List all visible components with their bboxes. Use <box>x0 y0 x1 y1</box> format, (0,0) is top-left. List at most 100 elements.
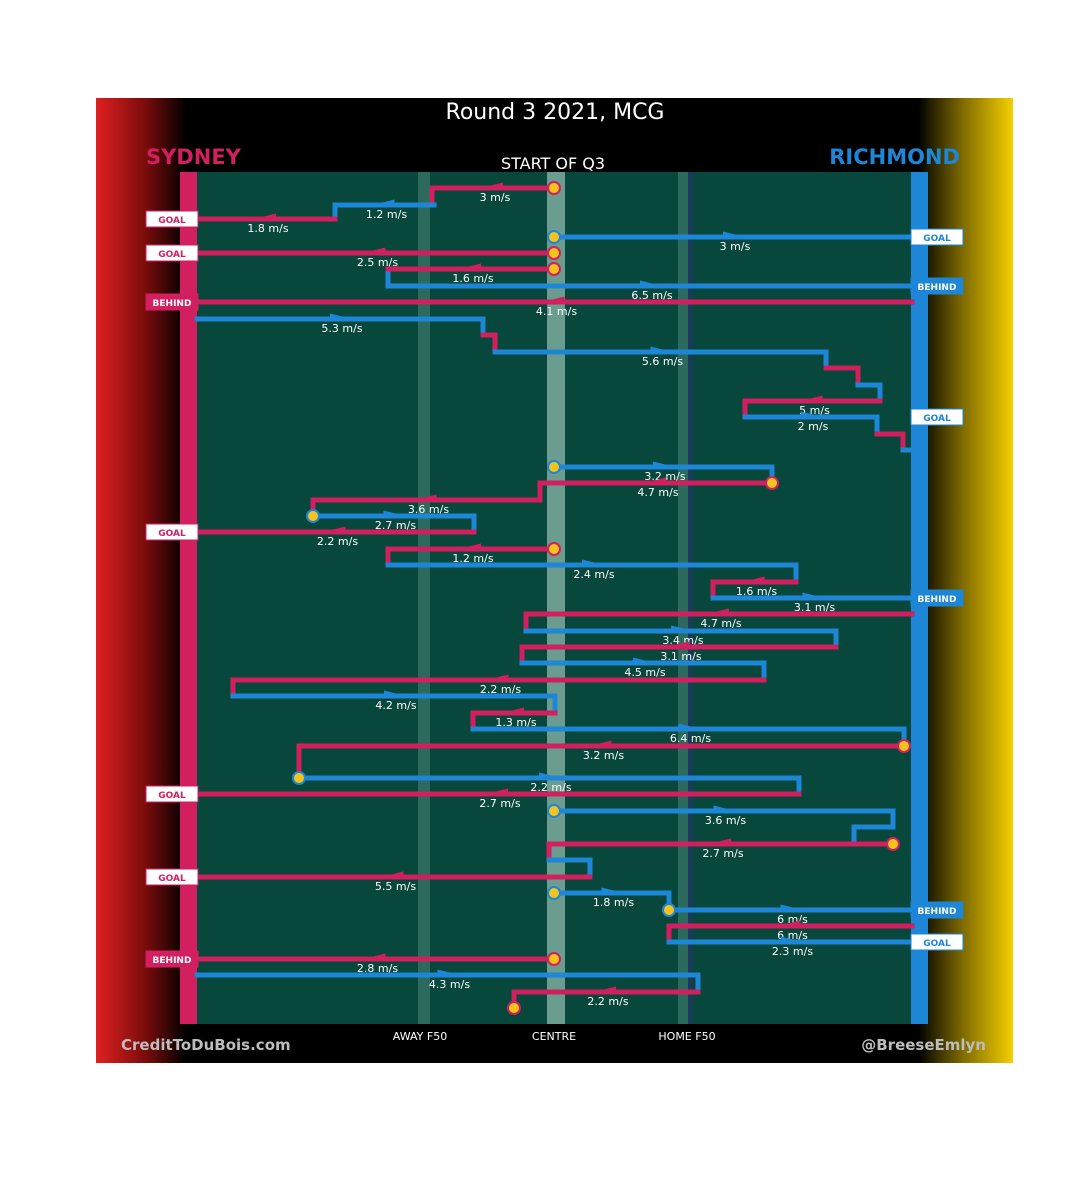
chain-direction-arrow <box>383 871 404 878</box>
chain-speed-label: 1.8 m/s <box>593 896 634 909</box>
chain-direction-arrow <box>374 199 395 206</box>
result-tag <box>910 228 964 246</box>
chain-direction-arrow <box>780 904 801 911</box>
chain-speed-label: 3.2 m/s <box>644 470 685 483</box>
left-gradient-panel <box>96 98 186 1063</box>
credit-right: @BreeseEmlyn <box>861 1036 986 1054</box>
chain-direction-arrow <box>437 969 458 976</box>
ball-marker <box>292 771 306 785</box>
chain-direction-arrow <box>650 346 671 353</box>
chain-speed-label: 4.2 m/s <box>375 699 416 712</box>
chain-speed-label: 1.2 m/s <box>366 208 407 221</box>
chain-direction-arrow <box>383 510 404 517</box>
chain-speed-label: 1.6 m/s <box>736 585 777 598</box>
result-tag-label: BEHIND <box>918 283 957 293</box>
sydney-goal-post <box>180 172 197 1024</box>
chain-speed-label: 2.2 m/s <box>587 995 628 1008</box>
ball-marker <box>547 952 561 966</box>
chain-speed-label: 2.4 m/s <box>573 568 614 581</box>
chain-speed-label: 3 m/s <box>720 240 751 253</box>
home-f50-line <box>678 172 688 1024</box>
chain-direction-arrow <box>460 263 482 270</box>
chain-direction-arrow <box>365 247 386 254</box>
ball-marker <box>886 837 900 851</box>
chain-direction-arrow <box>645 477 667 484</box>
ball-marker <box>547 181 561 195</box>
chain-speed-label: 6.5 m/s <box>631 289 672 302</box>
x-tick-away-f50: AWAY F50 <box>393 1030 447 1043</box>
x-tick-centre: CENTRE <box>532 1030 576 1043</box>
chain-speed-label: 1.3 m/s <box>495 716 536 729</box>
ball-marker <box>662 903 676 917</box>
chain-direction-arrow <box>780 920 801 927</box>
ball-marker <box>547 804 561 818</box>
credit-left: CreditToDuBois.com <box>121 1036 291 1054</box>
chain-speed-label: 4.5 m/s <box>624 666 665 679</box>
chains-layer: 3 m/s 1.2 m/s 1.8 m/s GOAL 3 m/s GOAL 2.5 m/s G… <box>145 181 964 1015</box>
x-tick-home-f50: HOME F50 <box>658 1030 715 1043</box>
result-tag <box>145 950 199 968</box>
sydney-team-label: SYDNEY <box>146 145 242 169</box>
chain-direction-arrow <box>255 213 277 220</box>
chain-speed-label: 3 m/s <box>480 191 511 204</box>
result-tag <box>910 277 964 295</box>
chain-speed-label: 4.1 m/s <box>536 305 577 318</box>
away-f50-line <box>418 172 430 1024</box>
chain-direction-arrow <box>416 494 437 501</box>
chain-direction-arrow <box>678 723 699 730</box>
chain-direction-arrow <box>713 805 734 812</box>
result-tag-label: BEHIND <box>153 956 192 966</box>
chain-direction-arrow <box>632 657 654 664</box>
chain-direction-arrow <box>802 592 823 599</box>
chain-direction-arrow <box>670 625 692 632</box>
ball-marker <box>306 509 320 523</box>
result-tag <box>145 293 199 311</box>
chain-speed-label: 5.6 m/s <box>642 355 683 368</box>
result-tag-label: GOAL <box>158 874 186 884</box>
final-ball-marker <box>507 1001 521 1015</box>
chart-title: Round 3 2021, MCG <box>446 100 665 125</box>
result-tag <box>910 589 964 607</box>
chain-speed-label: 2.7 m/s <box>375 519 416 532</box>
result-tag <box>910 408 964 426</box>
chain-direction-arrow <box>487 788 509 795</box>
chain-direction-arrow <box>744 576 765 583</box>
result-tag <box>145 785 199 803</box>
chain-direction-arrow <box>488 674 509 681</box>
chain-direction-arrow <box>482 182 504 189</box>
chain-speed-label: 3.6 m/s <box>408 503 449 516</box>
chain-direction-arrow <box>595 986 617 993</box>
chain-speed-label: 5.5 m/s <box>375 880 416 893</box>
chain-speed-label: 2 m/s <box>798 420 829 433</box>
chain-direction-arrow <box>544 296 565 303</box>
chain-speed-label: 2.3 m/s <box>772 945 813 958</box>
chain-speed-label: 4.3 m/s <box>429 978 470 991</box>
chain-direction-arrow <box>639 280 661 287</box>
chain-speed-label: 2.2 m/s <box>480 683 521 696</box>
ball-marker <box>547 542 561 556</box>
result-tag-label: GOAL <box>923 939 951 949</box>
chain-speed-label: 1.6 m/s <box>452 272 493 285</box>
chain-direction-arrow <box>329 313 351 320</box>
richmond-team-label: RICHMOND <box>829 145 960 169</box>
result-tag <box>910 933 964 951</box>
ball-marker <box>547 230 561 244</box>
ball-marker <box>547 460 561 474</box>
chain-direction-arrow <box>601 887 622 894</box>
chain-speed-label: 4.7 m/s <box>637 486 678 499</box>
result-tag-label: GOAL <box>923 414 951 424</box>
result-tag-label: BEHIND <box>918 595 957 605</box>
result-tag <box>145 523 199 541</box>
chain-speed-label: 3.1 m/s <box>794 601 835 614</box>
ball-marker <box>897 739 911 753</box>
chain-direction-arrow <box>538 772 560 779</box>
chain-speed-label: 2.7 m/s <box>479 797 520 810</box>
result-tag <box>145 210 199 228</box>
chain-speed-label: 1.8 m/s <box>247 222 288 235</box>
chain-direction-arrow <box>325 526 346 533</box>
chain-direction-arrow <box>800 411 822 418</box>
chain-speed-label: 2.8 m/s <box>357 962 398 975</box>
chain-speed-label: 2.2 m/s <box>530 781 571 794</box>
